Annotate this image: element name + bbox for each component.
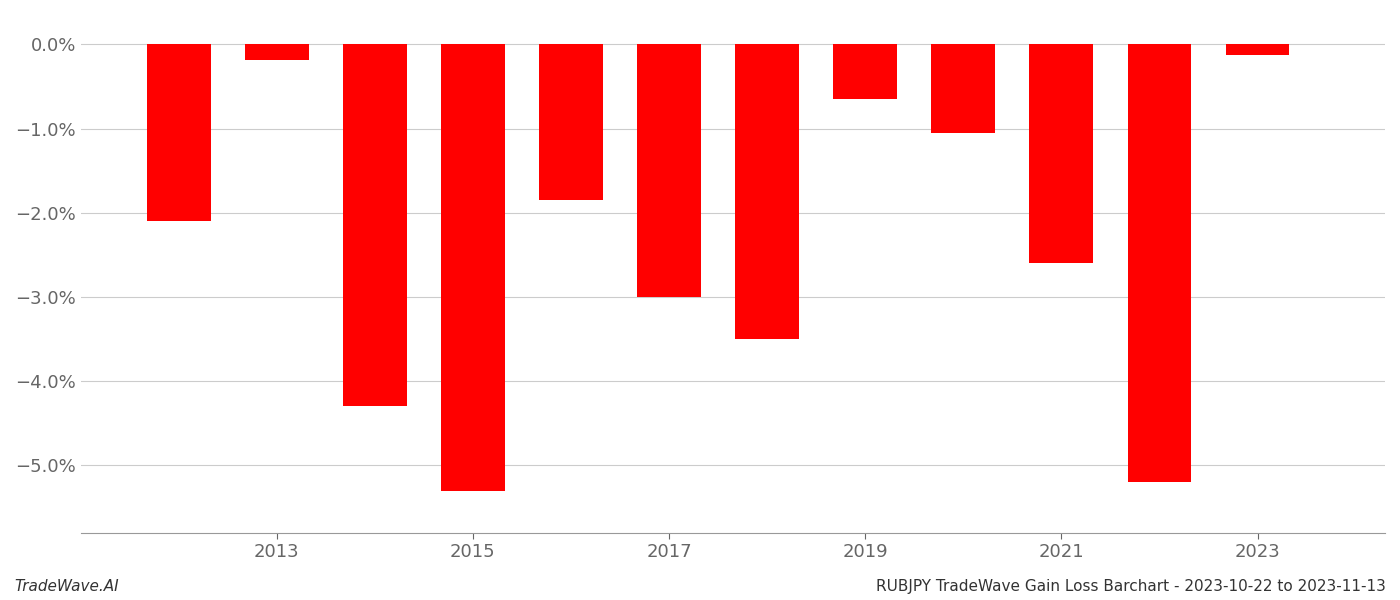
Bar <box>441 44 505 491</box>
Bar <box>245 44 308 59</box>
Bar <box>833 44 897 99</box>
Bar <box>539 44 603 200</box>
Bar <box>343 44 407 406</box>
Bar <box>735 44 799 339</box>
Bar <box>1127 44 1191 482</box>
Bar <box>147 44 210 221</box>
Bar <box>931 44 995 133</box>
Text: RUBJPY TradeWave Gain Loss Barchart - 2023-10-22 to 2023-11-13: RUBJPY TradeWave Gain Loss Barchart - 20… <box>876 579 1386 594</box>
Bar <box>637 44 701 297</box>
Bar <box>1029 44 1093 263</box>
Bar <box>1225 44 1289 55</box>
Text: TradeWave.AI: TradeWave.AI <box>14 579 119 594</box>
